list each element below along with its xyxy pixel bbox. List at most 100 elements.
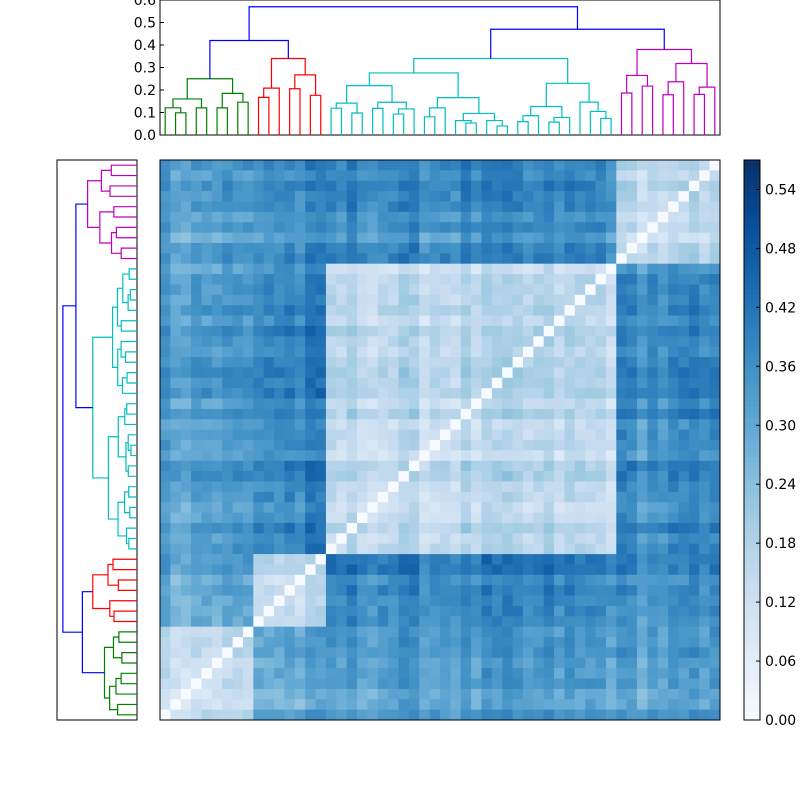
heatmap-cell [160,699,171,711]
heatmap-cell [408,315,420,327]
heatmap-cell [253,232,265,244]
heatmap-cell [191,616,202,628]
heatmap-cell [616,502,628,513]
heatmap-cell [232,637,244,648]
heatmap-cell [315,274,327,285]
heatmap-cell [699,512,711,524]
heatmap-cell [294,554,306,565]
heatmap-cell [564,481,576,493]
heatmap-cell [305,616,316,628]
heatmap-cell [263,678,275,690]
heatmap-cell [222,419,233,431]
colorbar-segment [744,344,760,351]
heatmap-cell [367,574,379,586]
heatmap-cell [170,512,182,524]
heatmap-cell [668,605,679,617]
heatmap-cell [460,481,472,493]
heatmap-cell [180,180,192,192]
heatmap-cell [471,388,482,399]
heatmap-cell [699,574,711,586]
heatmap-cell [585,522,596,534]
heatmap-cell [367,180,379,192]
heatmap-cell [201,419,213,431]
heatmap-cell [294,315,306,327]
heatmap-cell [398,315,410,327]
heatmap-cell [657,315,669,327]
heatmap-cell [564,357,576,368]
heatmap-cell [346,346,358,358]
heatmap-cell [471,595,482,607]
heatmap-cell [408,388,420,399]
heatmap-cell [440,460,451,472]
heatmap-cell [522,657,534,669]
heatmap-cell [388,585,399,596]
heatmap-cell [191,626,202,638]
heatmap-cell [263,429,275,441]
heatmap-cell [554,491,565,503]
heatmap-cell [377,211,389,223]
heatmap-cell [315,346,327,358]
heatmap-cell [440,481,451,493]
heatmap-cell [450,595,462,607]
heatmap-cell [315,471,327,482]
heatmap-cell [253,616,265,628]
heatmap-cell [325,336,337,348]
heatmap-cell [554,325,565,337]
heatmap-cell [605,543,617,555]
heatmap-cell [450,554,462,565]
heatmap-cell [688,440,700,451]
heatmap-cell [357,191,368,202]
heatmap-cell [263,367,275,379]
heatmap-cell [688,408,700,420]
heatmap-cell [222,554,233,565]
heatmap-cell [284,533,296,545]
colorbar-segment [744,652,760,659]
heatmap-cell [574,450,586,462]
heatmap-cell [626,429,638,441]
heatmap-cell [242,440,254,451]
heatmap-cell [377,232,389,244]
heatmap-cell [263,388,275,399]
heatmap-cell [346,699,358,711]
heatmap-cell [491,502,503,513]
heatmap-cell [657,460,669,472]
heatmap-cell [242,232,254,244]
heatmap-cell [170,543,182,555]
colorbar-tick-label: 0.36 [765,359,796,375]
heatmap-cell [657,263,669,275]
heatmap-cell [699,367,711,379]
heatmap-cell [274,325,285,337]
heatmap-cell [450,709,462,721]
heatmap-cell [232,688,244,700]
heatmap-cell [253,263,265,275]
heatmap-cell [336,325,348,337]
heatmap-cell [678,315,690,327]
heatmap-cell [357,263,368,275]
heatmap-cell [564,180,576,192]
heatmap-cell [688,502,700,513]
heatmap-cell [160,585,171,596]
heatmap-cell [688,315,700,327]
heatmap-cell [160,626,171,638]
heatmap-cell [657,699,669,711]
heatmap-cell [398,657,410,669]
heatmap-cell [637,533,648,545]
heatmap-cell [564,222,576,233]
heatmap-cell [605,263,617,275]
heatmap-cell [616,678,628,690]
colorbar-segment [744,630,760,637]
heatmap-cell [232,595,244,607]
heatmap-cell [315,357,327,368]
heatmap-cell [522,471,534,482]
top-dendrogram-y-axis: 0.00.10.20.30.40.50.6 [134,0,164,144]
heatmap-cell [450,585,462,596]
heatmap-cell [408,605,420,617]
heatmap-cell [201,450,213,462]
heatmap-cell [232,211,244,223]
heatmap-cell [357,440,368,451]
heatmap-cell [336,232,348,244]
heatmap-cell [191,440,202,451]
heatmap-cell [429,637,441,648]
heatmap-cell [336,346,348,358]
heatmap-cell [522,678,534,690]
